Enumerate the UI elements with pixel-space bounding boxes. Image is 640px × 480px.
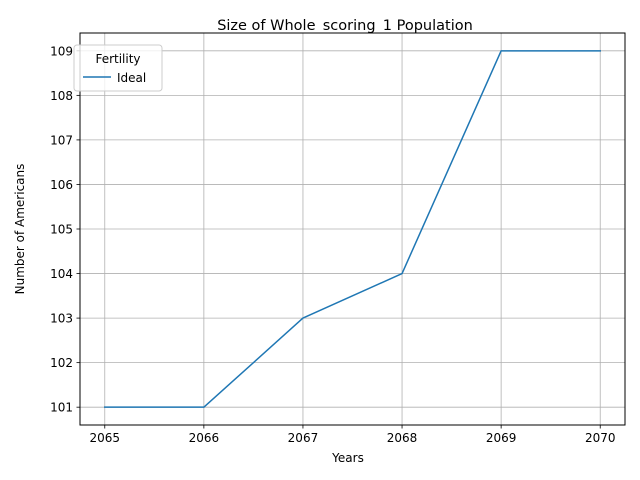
y-tick-label: 102 <box>50 356 73 370</box>
legend-label-ideal: Ideal <box>117 71 146 85</box>
x-tick-label: 2066 <box>189 431 220 445</box>
y-tick-label: 105 <box>50 223 73 237</box>
x-tick-label: 2067 <box>288 431 319 445</box>
y-tick-label: 108 <box>50 89 73 103</box>
x-tick-label: 2068 <box>387 431 418 445</box>
y-tick-label: 101 <box>50 401 73 415</box>
x-axis-label: Years <box>331 451 364 465</box>
y-tick-label: 103 <box>50 312 73 326</box>
chart-title: Size of Whole_scoring_1 Population <box>217 18 473 34</box>
legend: Fertility Ideal <box>74 45 162 91</box>
y-tick-label: 106 <box>50 178 73 192</box>
y-tick-label: 109 <box>50 44 73 58</box>
legend-title: Fertility <box>95 52 140 66</box>
y-tick-label: 104 <box>50 267 73 281</box>
x-tick-label: 2070 <box>585 431 616 445</box>
y-tick-label: 107 <box>50 133 73 147</box>
y-axis-label: Number of Americans <box>13 164 27 295</box>
x-tick-label: 2069 <box>486 431 517 445</box>
x-tick-label: 2065 <box>89 431 120 445</box>
